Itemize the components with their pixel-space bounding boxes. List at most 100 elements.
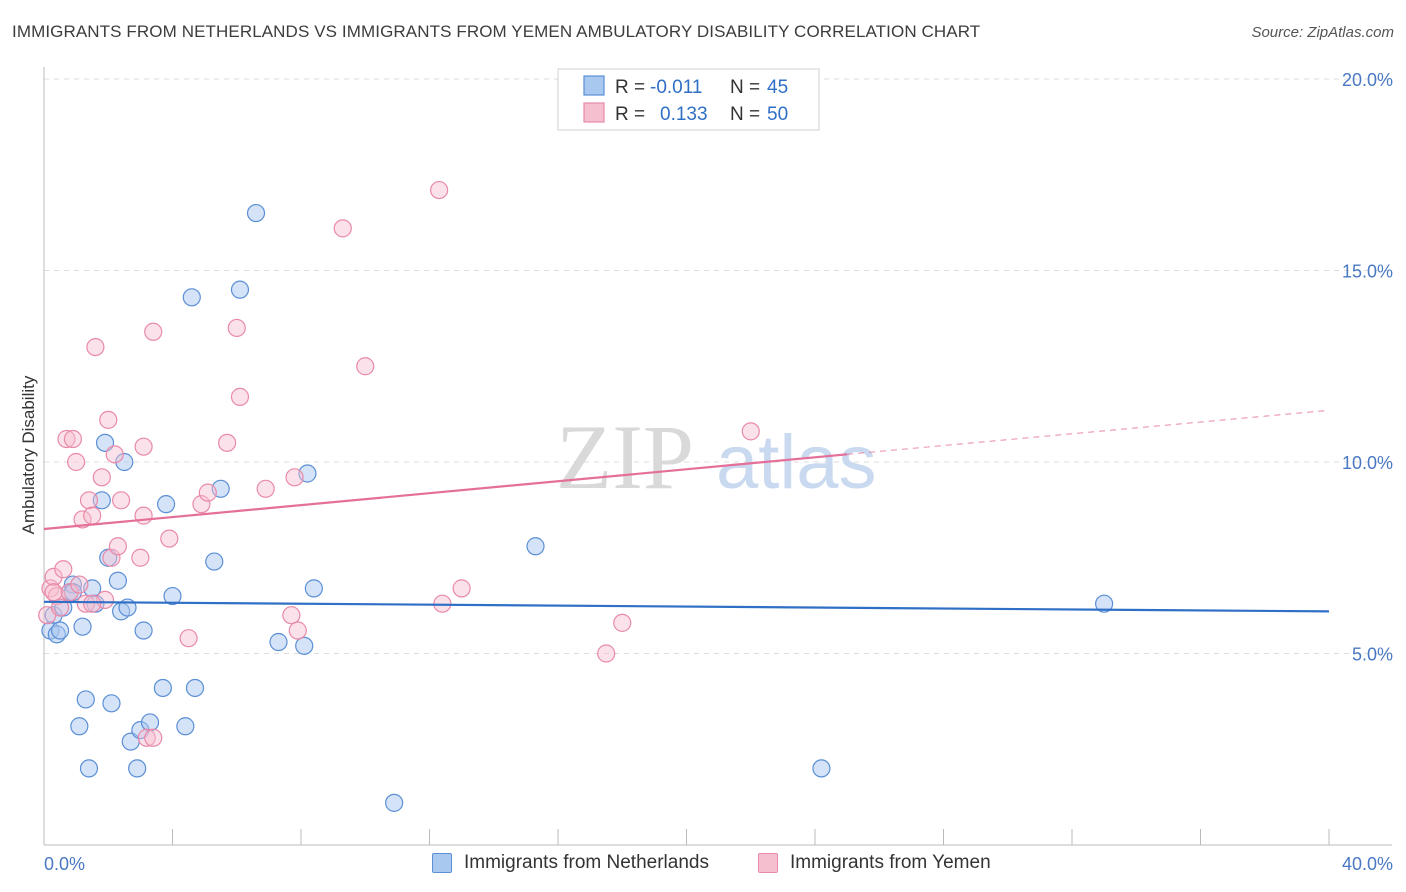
yemen-point-37 [288, 621, 307, 640]
netherlands-point-10 [92, 491, 111, 510]
series-yemen [38, 180, 760, 747]
yemen-point-44 [613, 613, 632, 632]
source-credit: Source: ZipAtlas.com [1251, 24, 1394, 41]
y-tick-label-0: 5.0% [1352, 645, 1393, 665]
netherlands-point-32 [79, 759, 99, 778]
series-netherlands [41, 203, 1114, 812]
bottom-legend-netherlands[interactable]: Immigrants from Netherlands [432, 852, 709, 874]
yemen-point-20 [105, 445, 124, 464]
netherlands-point-23 [230, 280, 250, 299]
yemen-point-33 [230, 387, 250, 406]
yemen-point-15 [86, 338, 105, 357]
yemen-point-18 [99, 410, 118, 429]
chart-title: IMMIGRANTS FROM NETHERLANDS VS IMMIGRANT… [12, 22, 981, 41]
yemen-point-8 [63, 429, 83, 449]
netherlands-point-43 [1095, 594, 1114, 613]
netherlands-point-25 [269, 632, 288, 652]
legend-r-value-2: 0.133 [660, 104, 708, 125]
netherlands-point-19 [163, 586, 182, 606]
yemen-point-26 [144, 322, 163, 341]
yemen-point-19 [102, 548, 121, 567]
bottom-legend-yemen[interactable]: Immigrants from Yemen [758, 852, 991, 874]
yemen-point-45 [741, 422, 760, 441]
netherlands-swatch [432, 853, 452, 873]
netherlands-point-21 [205, 552, 224, 571]
yemen-point-39 [356, 357, 375, 376]
netherlands-point-7 [73, 617, 92, 636]
legend-swatch-netherlands [583, 75, 605, 96]
netherlands-point-17 [134, 621, 153, 640]
yemen-point-30 [198, 483, 217, 502]
yemen-point-48 [44, 583, 63, 602]
yemen-point-24 [134, 437, 153, 456]
y-tick-label-1: 10.0% [1342, 453, 1393, 473]
netherlands-point-38 [176, 717, 195, 736]
bottom-legend-label-netherlands: Immigrants from Netherlands [464, 852, 709, 873]
netherlands-point-42 [812, 759, 831, 778]
yemen-swatch [758, 853, 778, 873]
yemen-point-5 [54, 560, 73, 579]
netherlands-point-41 [526, 537, 545, 556]
axes [43, 67, 1392, 846]
netherlands-point-3 [50, 621, 70, 640]
yemen-point-9 [67, 452, 86, 472]
legend-n-value-1: 45 [767, 77, 788, 98]
yemen-point-46 [137, 728, 156, 747]
y-tick-label-2: 15.0% [1342, 262, 1393, 282]
yemen-point-31 [218, 433, 237, 452]
yemen-point-10 [70, 575, 89, 594]
y-tick-label-3: 20.0% [1342, 70, 1393, 90]
legend-r-label-1: R = [615, 77, 645, 98]
yemen-point-35 [282, 606, 301, 625]
watermark-atlas: atlas [716, 420, 877, 505]
yemen-point-27 [160, 529, 179, 548]
watermark: ZIP atlas [556, 406, 877, 508]
netherlands-point-13 [108, 571, 127, 590]
yemen-point-4 [50, 598, 70, 617]
yemen-point-38 [333, 219, 352, 238]
netherlands-point-18 [156, 495, 176, 514]
yemen-point-28 [179, 629, 198, 648]
x-tick-labels: 0.0% 40.0% [44, 854, 1393, 874]
yemen-point-23 [131, 548, 150, 567]
netherlands-point-39 [185, 678, 205, 698]
yemen-point-7 [60, 583, 79, 602]
yemen-point-32 [227, 318, 246, 338]
trend-yemen [43, 453, 848, 531]
netherlands-point-37 [153, 678, 172, 698]
legend-n-value-2: 50 [767, 104, 788, 125]
legend-box: R = -0.011 N = 45 R = 0.133 N = 50 [557, 68, 820, 131]
yemen-point-49 [83, 594, 102, 613]
netherlands-point-31 [70, 717, 89, 736]
y-tick-labels: 5.0% 10.0% 15.0% 20.0% [1342, 70, 1393, 665]
yemen-point-34 [256, 479, 275, 498]
yemen-point-16 [92, 468, 111, 487]
legend-swatch-yemen [583, 102, 605, 123]
yemen-point-47 [144, 728, 163, 747]
legend-n-label-2: N = [730, 104, 760, 125]
trend-yemen-extension [847, 409, 1330, 455]
yemen-point-42 [452, 579, 471, 598]
grid-lines [44, 78, 1392, 654]
x-tick-label-0: 0.0% [44, 854, 85, 874]
watermark-zip: ZIP [556, 406, 694, 508]
netherlands-point-40 [385, 793, 404, 812]
netherlands-point-29 [76, 690, 95, 709]
trend-lines [43, 409, 1330, 613]
legend-r-value-1: -0.011 [650, 77, 702, 98]
netherlands-point-36 [128, 759, 147, 778]
yemen-point-22 [111, 491, 131, 510]
yemen-point-21 [108, 537, 127, 556]
yemen-point-25 [134, 506, 153, 525]
legend-r-label-2: R = [615, 104, 645, 125]
yemen-point-14 [83, 506, 102, 525]
legend-n-label-1: N = [730, 77, 760, 98]
yemen-point-13 [79, 491, 99, 510]
bottom-legend-label-yemen: Immigrants from Yemen [790, 852, 991, 873]
yemen-point-43 [597, 644, 616, 663]
netherlands-point-20 [182, 288, 201, 307]
yemen-point-12 [76, 594, 95, 613]
yemen-point-29 [192, 495, 211, 514]
netherlands-point-35 [140, 713, 160, 732]
